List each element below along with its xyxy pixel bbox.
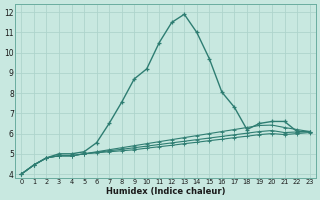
X-axis label: Humidex (Indice chaleur): Humidex (Indice chaleur) (106, 187, 225, 196)
